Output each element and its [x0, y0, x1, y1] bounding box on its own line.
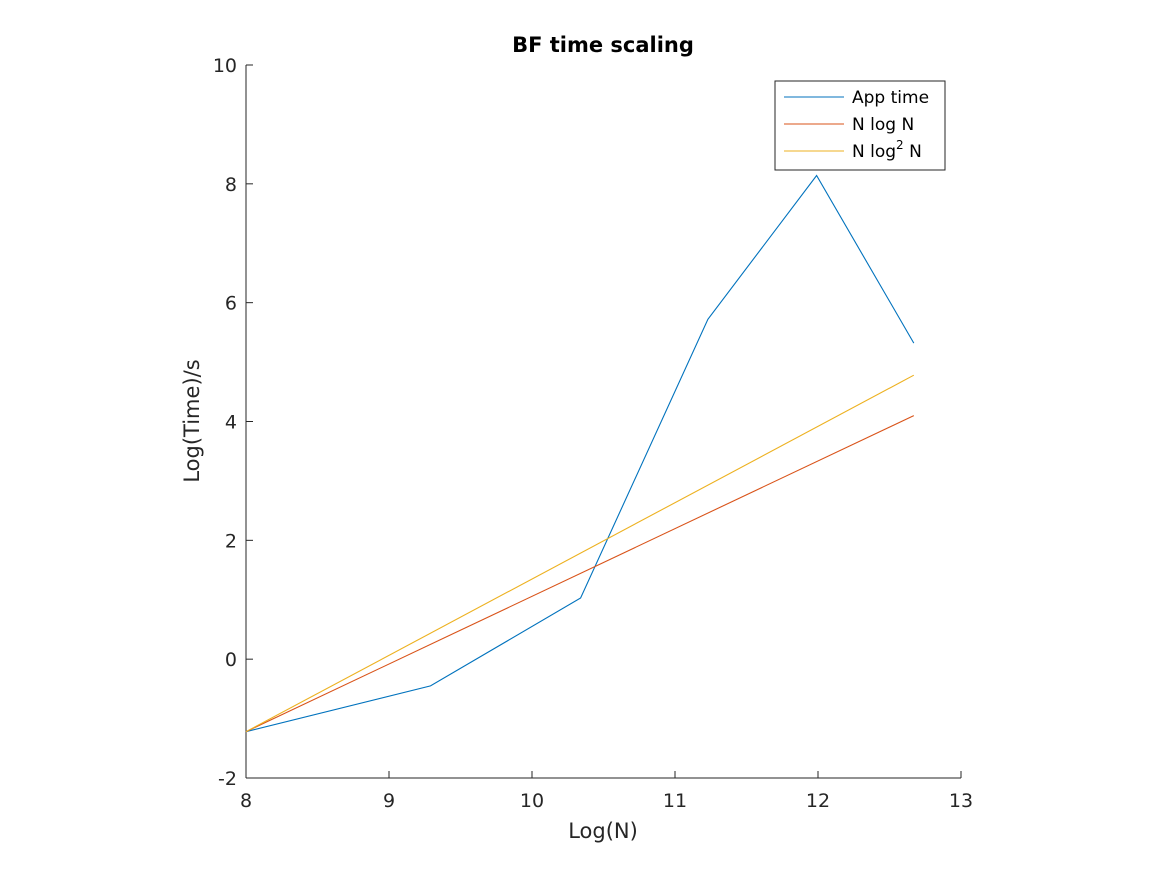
legend-suffix: N: [904, 142, 922, 162]
y-tick-label: 8: [225, 174, 237, 196]
legend-label-1: App time: [852, 88, 929, 108]
x-tick-label: 8: [240, 790, 252, 812]
legend: App time N log N N log2 N: [774, 80, 946, 171]
y-tick-label: 2: [225, 530, 237, 552]
x-tick-label: 9: [383, 790, 395, 812]
y-tick-label: 6: [225, 293, 237, 315]
legend-superscript: 2: [896, 138, 904, 152]
series-lines: [245, 174, 915, 733]
y-tick-label: 10: [213, 55, 237, 77]
legend-label-2: N log N: [852, 115, 914, 135]
x-tick-label: 11: [663, 790, 687, 812]
series-line-3: [245, 374, 915, 733]
y-tick-label: -2: [218, 768, 237, 790]
legend-label-3: N log2 N: [852, 138, 922, 162]
y-tick-label: 0: [225, 649, 237, 671]
ticks: 8 9 10 11 12 13 -2 0 2 4 6 8 10: [213, 55, 973, 812]
y-tick-label: 4: [225, 412, 237, 434]
x-axis-label: Log(N): [568, 819, 638, 843]
chart-title: BF time scaling: [512, 33, 694, 57]
series-line-1: [245, 174, 915, 733]
series-line-2: [245, 415, 915, 733]
legend-box: [774, 80, 946, 171]
x-tick-label: 10: [520, 790, 544, 812]
y-axis-label: Log(Time)/s: [180, 359, 204, 482]
x-tick-label: 12: [806, 790, 830, 812]
x-tick-label: 13: [949, 790, 973, 812]
